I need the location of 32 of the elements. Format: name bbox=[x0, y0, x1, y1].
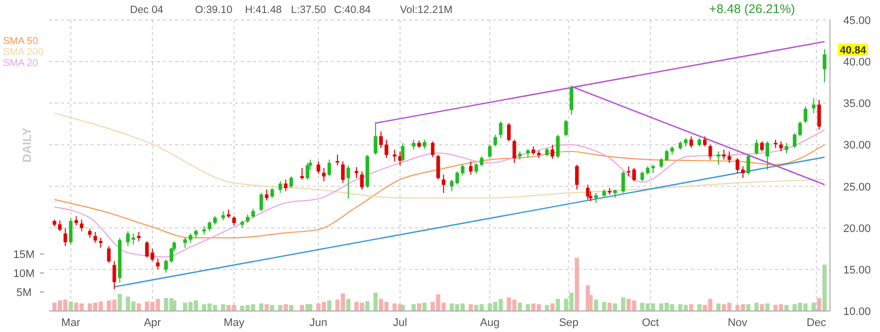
y-tick-label: 30.00 bbox=[843, 140, 871, 152]
x-tick-label: Dec bbox=[806, 317, 827, 329]
x-tick-label: Jun bbox=[310, 317, 328, 329]
y-tick-label: 25.00 bbox=[843, 181, 871, 194]
text: O:39.10 bbox=[195, 4, 233, 16]
x-tick-label: Nov bbox=[728, 317, 748, 329]
text: C:40.84 bbox=[334, 4, 371, 16]
y-tick-label: 15.00 bbox=[843, 264, 871, 276]
text: Dec 04 bbox=[130, 4, 164, 16]
y-tick-label: 35.00 bbox=[843, 98, 871, 110]
y2-tick-label: 10M bbox=[13, 268, 35, 280]
x-tick-label: Mar bbox=[61, 317, 81, 329]
y-tick-label: 20.00 bbox=[843, 222, 871, 235]
x-tick-label: Sep bbox=[558, 317, 579, 329]
x-tick-label: May bbox=[224, 317, 245, 329]
y-tick-label: 45.00 bbox=[843, 15, 871, 27]
y-tick-label: 10.00 bbox=[843, 306, 871, 318]
text: L:37.50 bbox=[291, 4, 326, 16]
text: 40.84 bbox=[840, 44, 866, 57]
y-tick-label: 40.00 bbox=[843, 56, 871, 69]
text: +8.48 (26.21%) bbox=[709, 2, 795, 16]
x-tick-label: Jul bbox=[393, 317, 408, 329]
text: SMA 50 bbox=[3, 36, 38, 47]
x-tick-label: Aug bbox=[480, 317, 500, 329]
y2-tick-label: 15M bbox=[13, 249, 35, 262]
text: Vol:12.21M bbox=[400, 4, 453, 16]
x-tick-label: Oct bbox=[642, 317, 659, 329]
text: SMA 200 bbox=[3, 47, 44, 58]
text: SMA 20 bbox=[3, 58, 38, 69]
x-tick-label: Apr bbox=[144, 317, 162, 329]
y2-tick-label: 5M bbox=[16, 287, 32, 300]
text: H:41.48 bbox=[245, 4, 282, 16]
